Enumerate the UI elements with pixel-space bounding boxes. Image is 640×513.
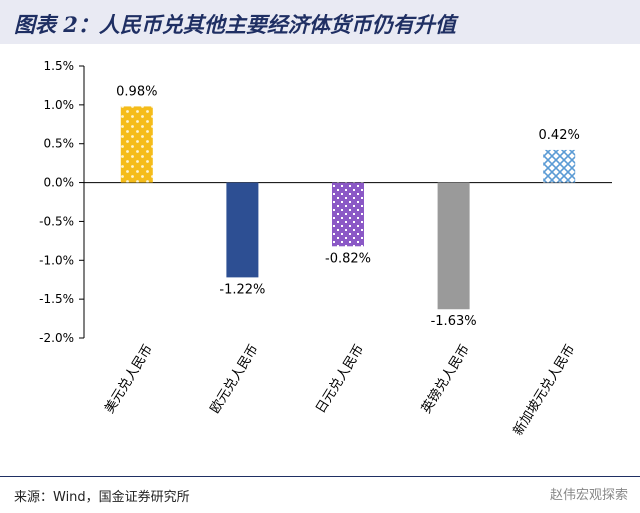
data-label-5: 0.42% xyxy=(539,128,580,143)
category-label-4: 英镑兑人民币 xyxy=(418,342,473,417)
bar-4 xyxy=(437,182,470,310)
y-tick-label: 0.0% xyxy=(44,176,75,190)
data-label-4: -1.63% xyxy=(431,314,477,329)
data-label-2: -1.22% xyxy=(219,282,265,297)
watermark-text: 赵伟宏观探索 xyxy=(549,488,628,503)
bar-1 xyxy=(120,106,153,183)
data-label-1: 0.98% xyxy=(116,84,157,99)
bar-2 xyxy=(226,182,259,278)
source-note: 来源：Wind，国金证券研究所 xyxy=(14,490,190,505)
category-label-5: 新加坡元兑人民币 xyxy=(510,342,579,439)
category-label-3: 日元兑人民币 xyxy=(313,342,367,416)
data-label-3: -0.82% xyxy=(325,251,371,266)
bar-3 xyxy=(332,182,364,247)
bar-chart: 1.5% 1.0% 0.5% 0.0% -0.5% -1.0% -1.5% -2.0% 0.9… xyxy=(39,59,612,439)
y-tick-label: -1.0% xyxy=(39,253,74,267)
chart-title: 图表 2：人民币兑其他主要经济体货币仍有升值 xyxy=(14,12,456,37)
y-tick-label: 1.0% xyxy=(44,98,75,112)
category-label-1: 美元兑人民币 xyxy=(102,342,156,416)
y-tick-label: -1.5% xyxy=(39,292,74,306)
footer-rule xyxy=(0,476,640,477)
title-bar: 图表 2：人民币兑其他主要经济体货币仍有升值 xyxy=(0,0,640,44)
bar-5 xyxy=(543,149,576,183)
y-tick-label: -2.0% xyxy=(39,331,74,345)
y-tick-label: 0.5% xyxy=(44,137,75,151)
y-tick-label: -0.5% xyxy=(39,214,74,228)
y-tick-label: 1.5% xyxy=(44,59,75,73)
category-label-2: 欧元兑人民币 xyxy=(208,342,262,416)
